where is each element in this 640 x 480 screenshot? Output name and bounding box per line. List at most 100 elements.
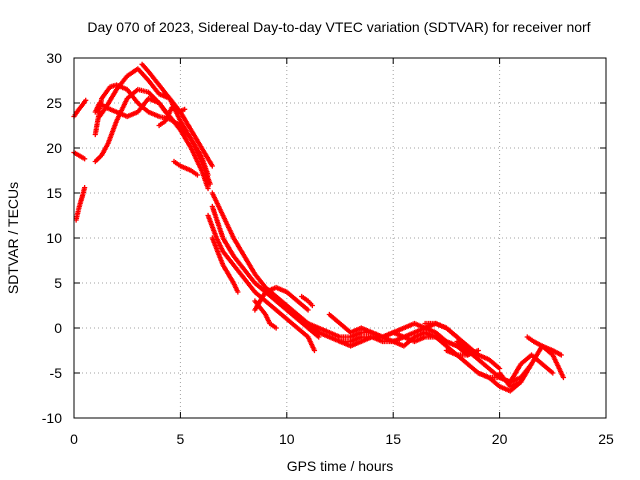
- data-point-run: [445, 326, 459, 339]
- data-point-run: [232, 263, 246, 280]
- data-point-run: [434, 335, 448, 348]
- data-point-run: [177, 107, 186, 114]
- data-point: [550, 370, 556, 376]
- x-tick-label: 15: [385, 431, 401, 447]
- data-point-run: [526, 335, 535, 343]
- y-tick-label: -5: [50, 365, 63, 381]
- data-point-run: [519, 362, 534, 384]
- data-point-run: [242, 277, 257, 294]
- y-tick-label: -10: [42, 410, 62, 426]
- data-point-run: [455, 353, 469, 366]
- data-point-run: [466, 344, 480, 357]
- data-series: [497, 343, 567, 390]
- data-point-run: [147, 90, 161, 105]
- data-point: [309, 302, 315, 309]
- data-point-run: [178, 119, 193, 141]
- data-series: [252, 284, 311, 313]
- data-point-run: [296, 326, 310, 339]
- y-tick-label: 5: [54, 275, 62, 291]
- data-point: [205, 185, 211, 192]
- data-point-run: [106, 119, 119, 145]
- data-point-run: [338, 322, 352, 334]
- y-tick-label: 15: [46, 185, 62, 201]
- data-point-run: [115, 74, 129, 91]
- data-point-run: [455, 340, 469, 352]
- data-point: [83, 97, 89, 103]
- data-series: [92, 86, 211, 192]
- data-series: [299, 293, 315, 309]
- data-point-run: [199, 169, 211, 190]
- data-point: [497, 365, 503, 372]
- data-point-run: [136, 67, 150, 82]
- data-point-run: [274, 299, 289, 312]
- data-series: [209, 235, 241, 295]
- data-point: [235, 289, 241, 295]
- data-layer: [71, 61, 567, 394]
- y-tick-label: 20: [46, 140, 62, 156]
- data-point-run: [221, 214, 236, 240]
- data-series: [422, 320, 503, 372]
- data-point-run: [104, 88, 119, 109]
- data-point-run: [296, 317, 310, 330]
- data-point-run: [466, 362, 480, 375]
- data-point-run: [178, 110, 193, 132]
- data-point-run: [189, 146, 204, 172]
- data-point-run: [109, 82, 118, 89]
- data-point-run: [466, 349, 480, 361]
- data-point-run: [498, 371, 512, 388]
- data-point-run: [189, 137, 204, 163]
- x-tick-label: 10: [279, 431, 295, 447]
- data-point-run: [263, 313, 272, 325]
- data-point-run: [231, 236, 246, 258]
- data-point: [209, 163, 215, 169]
- data-point: [305, 307, 311, 313]
- data-series: [171, 158, 201, 178]
- data-series: [205, 212, 318, 354]
- data-point-run: [146, 70, 161, 87]
- data-point-run: [477, 358, 491, 370]
- data-point: [316, 334, 322, 340]
- data-point: [273, 325, 279, 331]
- data-point: [182, 106, 188, 112]
- data-point-run: [158, 119, 167, 127]
- data-point-run: [199, 146, 215, 168]
- data-point-run: [242, 268, 257, 285]
- data-point-run: [519, 353, 533, 366]
- data-point: [311, 347, 318, 354]
- data-point-run: [178, 128, 193, 150]
- data-series: [524, 334, 564, 358]
- data-point-run: [100, 85, 112, 100]
- data-point-run: [146, 79, 161, 96]
- data-point-run: [157, 83, 172, 100]
- data-point-run: [189, 128, 204, 150]
- x-tick-label: 20: [492, 431, 508, 447]
- data-point: [82, 185, 88, 191]
- data-point-run: [173, 160, 182, 168]
- data-point-run: [76, 103, 84, 112]
- data-point-run: [231, 281, 240, 294]
- data-series: [156, 104, 188, 129]
- data-point-run: [190, 169, 199, 177]
- data-point-run: [114, 97, 130, 123]
- data-point-run: [268, 322, 278, 330]
- data-point-run: [242, 254, 257, 276]
- data-point-run: [221, 263, 236, 285]
- data-point: [465, 352, 471, 358]
- x-tick-label: 5: [177, 431, 185, 447]
- data-point-run: [455, 335, 469, 348]
- chart-title: Day 070 of 2023, Sidereal Day-to-day VTE…: [87, 19, 590, 35]
- data-point: [194, 172, 201, 178]
- data-point-run: [529, 344, 544, 366]
- data-point-run: [170, 106, 180, 114]
- data-point-run: [214, 236, 225, 253]
- data-point-run: [264, 299, 278, 312]
- data-point-run: [140, 62, 150, 73]
- data-point-run: [199, 160, 213, 186]
- data-point-run: [300, 295, 310, 303]
- data-point-run: [285, 308, 299, 321]
- data-point-run: [274, 308, 289, 321]
- data-point: [475, 347, 481, 354]
- data-point-run: [532, 339, 544, 348]
- grid: [74, 58, 606, 418]
